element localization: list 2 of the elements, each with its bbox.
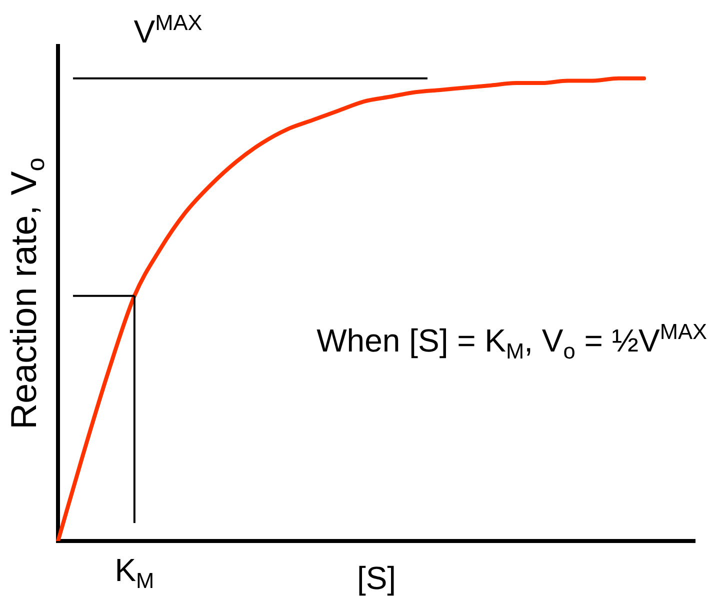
- y-axis-title: Reaction rate, Vo: [3, 158, 50, 430]
- x-axis-title: [S]: [356, 560, 396, 596]
